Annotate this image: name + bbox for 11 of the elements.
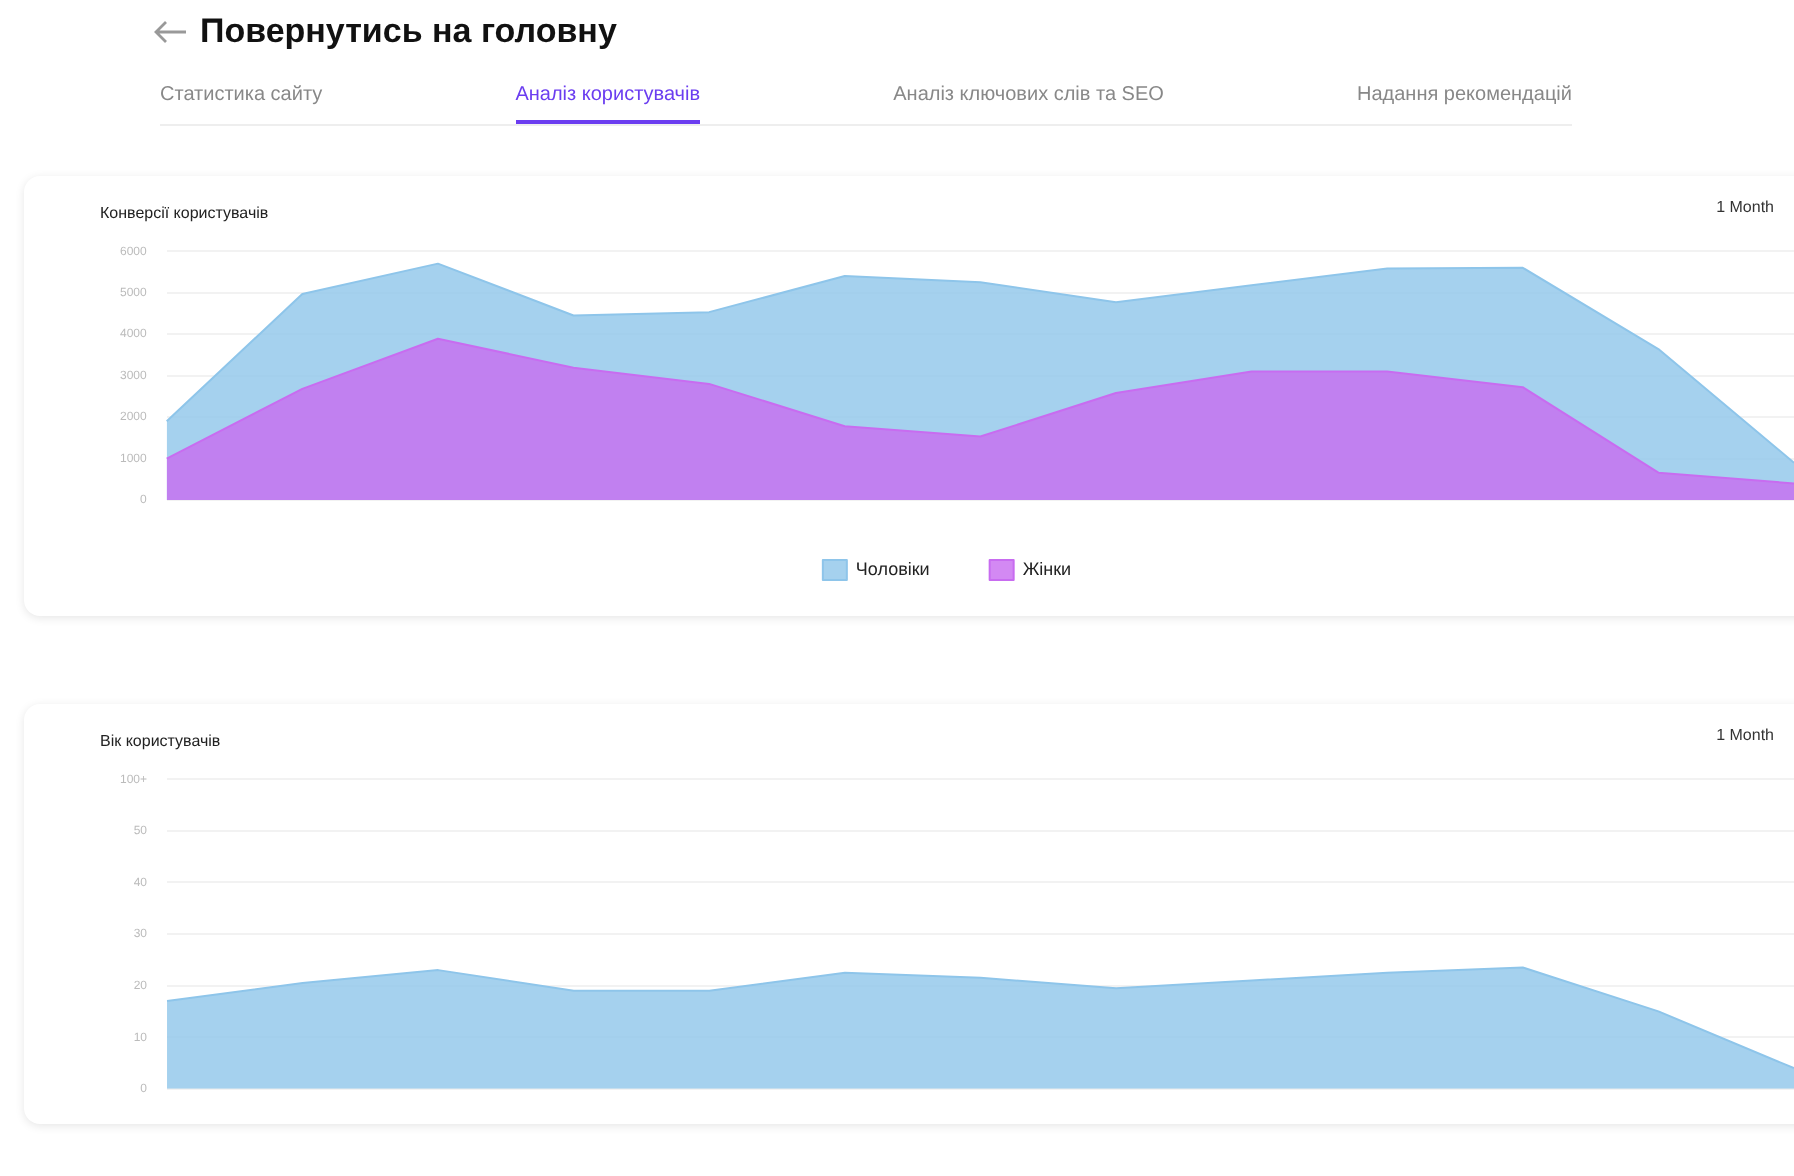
chart-title: Вік користувачів [100, 732, 221, 751]
text: Повернутись на головну [200, 12, 617, 52]
chart-title: Конверсії користувачів [100, 204, 269, 223]
legend-label: Чоловіки [855, 558, 930, 579]
legend-label: Жінки [1022, 558, 1072, 579]
text: 1 Month [1716, 726, 1774, 745]
text: Аналіз ключових слів та SEO [893, 84, 1164, 110]
text: Аналіз користувачів [515, 84, 701, 124]
text: Надання рекомендацій [1357, 84, 1572, 110]
text: Статистика сайту [160, 84, 323, 110]
text: 1 Month [1716, 198, 1774, 217]
